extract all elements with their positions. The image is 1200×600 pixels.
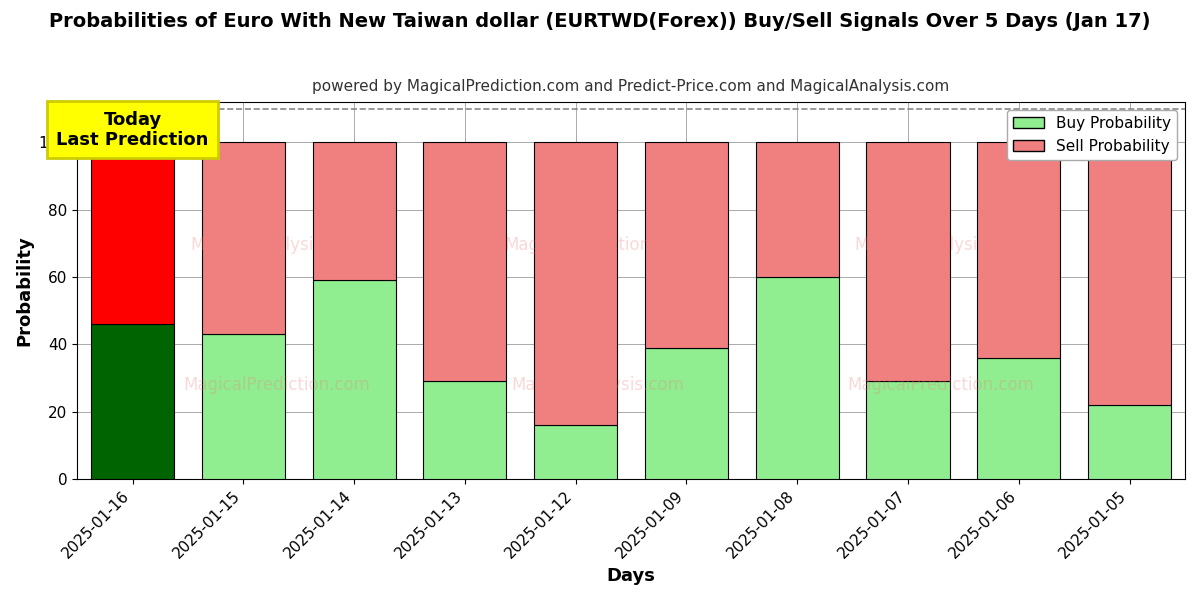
Bar	[534, 142, 617, 425]
Bar	[312, 142, 396, 280]
Title: powered by MagicalPrediction.com and Predict-Price.com and MagicalAnalysis.com: powered by MagicalPrediction.com and Pre…	[312, 79, 949, 94]
Legend: Buy Probability, Sell Probability: Buy Probability, Sell Probability	[1007, 110, 1177, 160]
Bar	[534, 425, 617, 479]
Text: MagicalAnalysis.com: MagicalAnalysis.com	[854, 236, 1027, 254]
Bar	[977, 358, 1061, 479]
Bar	[202, 334, 284, 479]
X-axis label: Days: Days	[607, 567, 655, 585]
Text: Probabilities of Euro With New Taiwan dollar (EURTWD(Forex)) Buy/Sell Signals Ov: Probabilities of Euro With New Taiwan do…	[49, 12, 1151, 31]
Bar	[756, 142, 839, 277]
Bar	[756, 277, 839, 479]
Text: Today
Last Prediction: Today Last Prediction	[56, 110, 209, 149]
Bar	[91, 324, 174, 479]
Bar	[644, 347, 728, 479]
Bar	[644, 142, 728, 347]
Bar	[866, 142, 949, 381]
Bar	[312, 280, 396, 479]
Bar	[424, 381, 506, 479]
Bar	[424, 142, 506, 381]
Text: MagicalAnalysis.com: MagicalAnalysis.com	[190, 236, 364, 254]
Text: MagicalPrediction.com: MagicalPrediction.com	[184, 376, 370, 394]
Text: MagicalAnalysis.com: MagicalAnalysis.com	[511, 376, 684, 394]
Bar	[1088, 142, 1171, 405]
Bar	[1088, 405, 1171, 479]
Y-axis label: Probability: Probability	[14, 235, 32, 346]
Text: MagicalPrediction.com: MagicalPrediction.com	[848, 376, 1034, 394]
Bar	[202, 142, 284, 334]
Bar	[866, 381, 949, 479]
Text: MagicalPrediction.com: MagicalPrediction.com	[504, 236, 691, 254]
Bar	[91, 142, 174, 324]
Bar	[977, 142, 1061, 358]
